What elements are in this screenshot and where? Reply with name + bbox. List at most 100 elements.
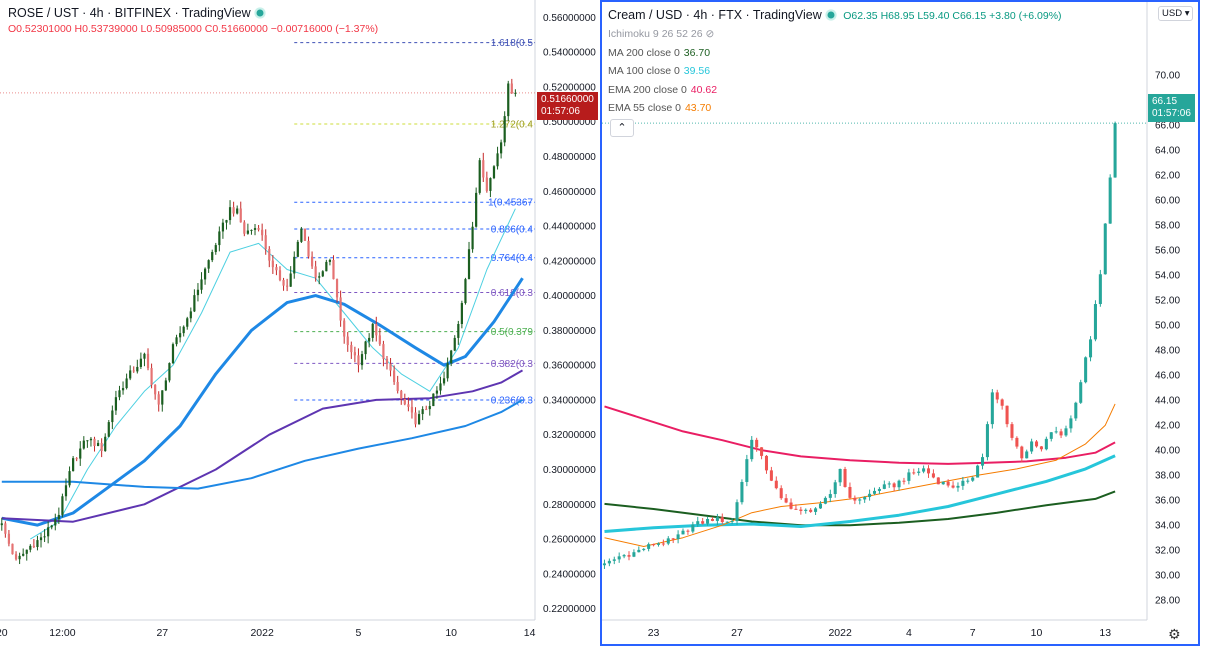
fib-level-label: 1.618(0.5 [491, 38, 534, 49]
candle [25, 549, 28, 561]
candle [922, 465, 926, 474]
x-tick-label: 23 [648, 627, 660, 639]
candle [211, 249, 214, 263]
candle-body [207, 260, 210, 269]
candle-body [877, 488, 881, 491]
candle [275, 264, 278, 276]
fib-level-label: 0.764(0.4 [491, 253, 534, 264]
candle-body [671, 538, 675, 540]
candle [828, 489, 832, 503]
candle [691, 521, 695, 534]
indicator-legend-item[interactable]: EMA 55 close 0 43.70 [608, 102, 711, 114]
candle [627, 551, 631, 561]
candle [314, 260, 317, 282]
candle-body [478, 160, 481, 193]
candle-body [179, 333, 182, 338]
candle-body [1074, 402, 1078, 419]
candle-body [750, 439, 754, 460]
candle-body [492, 166, 496, 179]
candle-body [647, 544, 651, 549]
currency-selector[interactable]: USD ▾ [1158, 6, 1194, 21]
candle [868, 489, 872, 501]
candle-body [863, 497, 867, 500]
candle-body [1030, 441, 1034, 452]
candle [496, 146, 499, 170]
candle [671, 537, 675, 544]
indicator-legend-item[interactable]: EMA 200 close 0 40.62 [608, 84, 717, 96]
rose-ust-chart[interactable]: 0.56000000 0.54000000 0.52000000 0.50000000… [0, 0, 600, 656]
candle-body [951, 485, 955, 488]
x-tick-label: 27 [731, 627, 743, 639]
cream-usd-chart-pane[interactable]: 70.0068.0066.0064.0062.0060.0058.0056.00… [600, 0, 1200, 646]
candle-body [403, 398, 406, 405]
candle-body [371, 323, 374, 338]
candle [278, 266, 282, 282]
candle [478, 157, 481, 195]
candle-body [335, 279, 339, 298]
candle-body [339, 297, 342, 321]
candle [500, 139, 503, 159]
gear-icon[interactable]: ⚙ [1168, 626, 1181, 642]
cream-usd-chart[interactable]: 70.0068.0066.0064.0062.0060.0058.0056.00… [602, 2, 1198, 644]
candle-body [7, 533, 11, 544]
candle-body [168, 363, 171, 381]
ma-line [604, 454, 1116, 533]
candle [956, 482, 960, 492]
candle-body [357, 355, 360, 366]
candle-body [428, 406, 431, 410]
candle-body [203, 268, 207, 280]
candle [676, 530, 680, 544]
candle-body [794, 508, 798, 510]
hidden-eye-icon[interactable]: ⊘ [702, 28, 715, 40]
live-status-icon [256, 9, 264, 17]
candle-body [907, 472, 911, 481]
rose-ust-chart-pane[interactable]: 0.56000000 0.54000000 0.52000000 0.50000000… [0, 0, 600, 656]
candle [182, 325, 185, 337]
candle [804, 508, 808, 514]
candle [186, 316, 189, 330]
candle [637, 546, 641, 553]
candle-body [378, 335, 381, 345]
fib-level-label: 0.382(0.3 [491, 359, 534, 370]
candle [129, 365, 132, 381]
candle-body [11, 543, 14, 555]
indicator-value: 36.70 [683, 46, 711, 59]
y-tick-label: 0.26000000 [543, 535, 596, 546]
candle-body [236, 208, 239, 214]
candle [602, 559, 606, 569]
candle-body [125, 378, 128, 389]
candle-body [164, 380, 167, 391]
candle [818, 501, 823, 509]
candle-body [375, 323, 378, 336]
candle [432, 393, 435, 407]
candle [1089, 336, 1093, 362]
candle [143, 352, 146, 367]
x-tick-label: 10 [1031, 627, 1043, 639]
candle-body [966, 480, 970, 482]
candle-body [425, 409, 428, 411]
candle [328, 258, 332, 266]
candle [1084, 356, 1088, 384]
indicator-legend-item[interactable]: Ichimoku 9 26 52 26 ⊘ [608, 28, 714, 40]
candle [882, 480, 886, 490]
candle-body [627, 555, 631, 557]
left-chart-title: ROSE / UST · 4h · BITFINEX · TradingView [8, 6, 269, 20]
candle-body [976, 465, 980, 478]
indicator-name: EMA 55 close 0 [608, 102, 681, 114]
candle-body [1113, 123, 1117, 178]
candle [39, 533, 43, 548]
indicator-legend-item[interactable]: MA 100 close 0 39.56 [608, 65, 710, 77]
collapse-legend-button[interactable]: ⌃ [610, 119, 634, 137]
candle-body [89, 438, 93, 441]
candle-body [926, 468, 931, 474]
candle-body [453, 337, 456, 351]
y-tick-label: 30.00 [1155, 571, 1180, 582]
indicator-legend-item[interactable]: MA 200 close 0 36.70 [608, 47, 710, 59]
candle [514, 89, 517, 97]
candle [1108, 174, 1112, 224]
candle-body [652, 544, 656, 546]
candle [343, 318, 346, 344]
candle [961, 476, 965, 490]
candle [764, 455, 769, 474]
candle [321, 270, 324, 278]
